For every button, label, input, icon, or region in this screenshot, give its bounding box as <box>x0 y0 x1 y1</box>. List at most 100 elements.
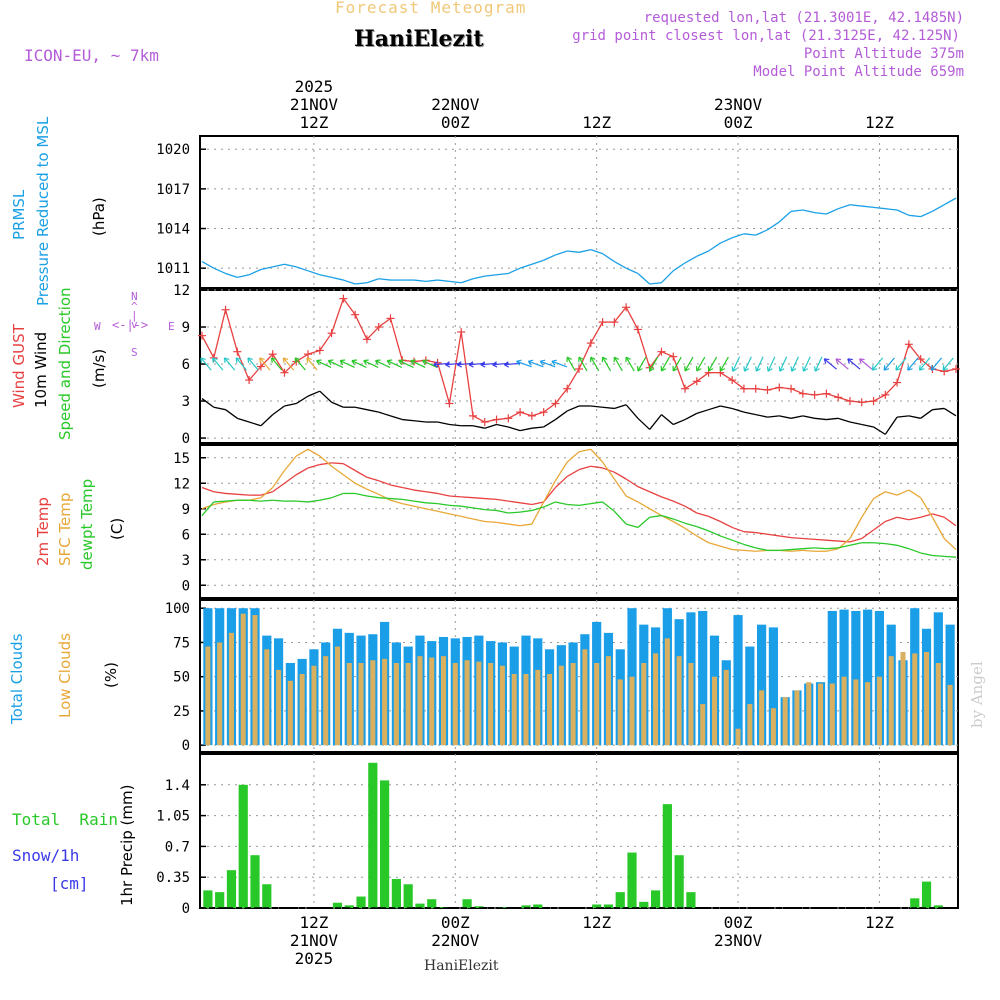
segment-wind-0-57 <box>873 394 886 402</box>
bar-clouds-1-41 <box>688 662 694 746</box>
wind-arrowhead-a-13 <box>351 359 357 362</box>
bar-clouds-0-47 <box>757 624 767 746</box>
wind-arrowhead-a-28 <box>528 359 534 362</box>
wind-arrowhead-a-3 <box>236 357 242 360</box>
segment-temperature-0-20 <box>437 492 450 497</box>
segment-pressure-0-19 <box>425 279 438 283</box>
segment-temperature-1-32 <box>578 448 591 453</box>
wind-arrow-59 <box>895 357 907 371</box>
point-altitude: Point Altitude 375m <box>803 46 964 62</box>
wind-arrowhead-a-49 <box>778 366 781 372</box>
wind-arrowhead-a-10 <box>316 359 322 362</box>
wind-arrowhead-a-11 <box>328 359 334 362</box>
bar-precip-0-1 <box>215 892 225 908</box>
wind-arrowhead-a-8 <box>294 357 301 360</box>
segment-temperature-2-50 <box>791 548 803 551</box>
wind-arrowhead-b-12 <box>339 360 344 366</box>
segment-temperature-1-23 <box>472 518 485 523</box>
segment-pressure-0-7 <box>284 263 297 268</box>
wind-arrow-56 <box>859 358 873 370</box>
bar-clouds-1-19 <box>429 657 435 746</box>
segment-wind-1-21 <box>449 423 462 427</box>
wind-arrowhead-a-52 <box>814 366 816 372</box>
segment-wind-0-28 <box>531 411 544 417</box>
bar-clouds-1-51 <box>806 682 812 746</box>
bar-precip-0-40 <box>674 855 684 908</box>
segment-temperature-0-16 <box>390 484 403 489</box>
segment-temperature-2-20 <box>437 503 450 506</box>
segment-pressure-0-30 <box>555 250 568 256</box>
segment-temperature-0-8 <box>295 467 309 476</box>
segment-wind-1-3 <box>237 417 250 423</box>
wind-arrowhead-a-58 <box>883 365 886 371</box>
segment-temperature-2-11 <box>331 492 344 499</box>
bar-clouds-1-22 <box>464 660 470 746</box>
segment-wind-0-45 <box>731 379 745 390</box>
segment-wind-1-17 <box>402 418 415 422</box>
bar-clouds-1-60 <box>912 653 918 746</box>
segment-temperature-1-22 <box>461 515 474 520</box>
segment-temperature-1-55 <box>849 516 863 539</box>
segment-temperature-0-28 <box>531 501 544 506</box>
bar-clouds-1-18 <box>417 656 423 746</box>
bar-clouds-1-50 <box>794 690 800 746</box>
segment-temperature-1-30 <box>554 461 568 482</box>
wind-arrowhead-a-5 <box>259 357 265 360</box>
bottom-tick-label-4-0: 12Z <box>865 913 894 932</box>
segment-wind-0-41 <box>684 380 698 390</box>
wind-arrowhead-b-25 <box>492 364 498 368</box>
bar-clouds-0-53 <box>827 610 837 746</box>
ytick-label-pressure-0: 1011 <box>156 261 190 277</box>
segment-temperature-2-53 <box>826 547 839 550</box>
segment-temperature-1-42 <box>696 535 709 544</box>
segment-pressure-0-41 <box>684 255 698 264</box>
segment-wind-0-37 <box>637 329 651 368</box>
bottom-tick-label-0-0: 12Z <box>299 913 328 932</box>
wind-arrow-32 <box>578 356 588 372</box>
segment-wind-1-47 <box>755 413 768 418</box>
segment-pressure-0-52 <box>814 212 827 215</box>
segment-pressure-0-0 <box>201 260 215 269</box>
segment-temperature-1-34 <box>602 461 615 480</box>
segment-temperature-0-60 <box>908 516 921 521</box>
top-tick-label-0-1: 21NOV <box>290 95 339 114</box>
wind-arrow-13 <box>351 360 367 368</box>
wind-arrowhead-a-46 <box>743 366 746 372</box>
segment-temperature-0-48 <box>767 533 780 537</box>
segment-wind-1-9 <box>307 390 321 397</box>
segment-pressure-0-50 <box>790 209 803 212</box>
segment-pressure-0-55 <box>849 204 862 207</box>
segment-wind-0-59 <box>896 344 910 383</box>
bar-clouds-1-0 <box>205 646 211 746</box>
segment-wind-1-61 <box>920 409 933 419</box>
segment-pressure-0-53 <box>826 208 839 215</box>
segment-temperature-0-55 <box>849 537 862 543</box>
segment-wind-0-26 <box>508 411 521 419</box>
ytick-label-pressure-2: 1017 <box>156 182 190 198</box>
segment-temperature-1-18 <box>413 505 426 510</box>
wind-arrowhead-b-56 <box>859 358 862 364</box>
segment-temperature-0-37 <box>637 486 650 493</box>
segment-wind-0-0 <box>201 335 215 359</box>
wind-arrowhead-a-6 <box>271 357 277 360</box>
segment-pressure-0-48 <box>767 221 780 231</box>
segment-temperature-1-57 <box>873 491 886 500</box>
series-wind-0 <box>198 294 960 427</box>
segment-pressure-0-22 <box>460 278 474 284</box>
segment-wind-1-25 <box>496 423 509 428</box>
bar-precip-0-16 <box>391 878 401 908</box>
bar-clouds-1-28 <box>535 669 541 746</box>
wind-arrowhead-b-7 <box>282 357 285 363</box>
wind-arrowhead-a-21 <box>445 361 450 366</box>
segment-wind-1-13 <box>355 406 368 411</box>
segment-temperature-1-9 <box>307 448 321 457</box>
segment-temperature-0-25 <box>496 498 509 502</box>
segment-wind-0-50 <box>790 388 804 395</box>
bar-clouds-1-16 <box>393 662 399 746</box>
segment-temperature-2-51 <box>802 547 815 550</box>
top-tick-label-3-1: 00Z <box>724 113 753 132</box>
segment-wind-0-29 <box>543 402 556 413</box>
segment-temperature-2-44 <box>720 535 733 541</box>
wind-arrow-40 <box>672 356 682 372</box>
wind-arrowhead-a-14 <box>363 359 369 362</box>
